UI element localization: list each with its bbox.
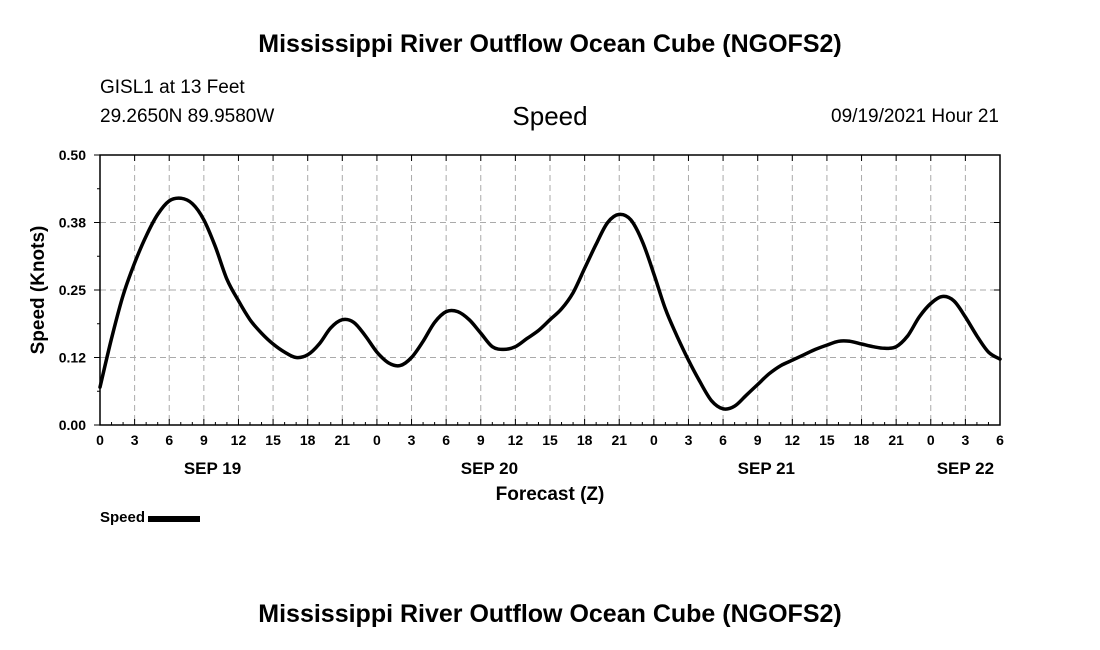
x-tick-label: 0 (927, 432, 935, 448)
x-tick-label: 18 (300, 432, 316, 448)
x-tick-label: 18 (577, 432, 593, 448)
footer-title: Mississippi River Outflow Ocean Cube (NG… (258, 600, 842, 628)
date-label: SEP 20 (461, 459, 518, 478)
date-label: SEP 21 (738, 459, 795, 478)
x-axis-label: Forecast (Z) (496, 484, 605, 505)
x-tick-label: 3 (685, 432, 693, 448)
x-tick-label: 0 (373, 432, 381, 448)
y-tick-label: 0.25 (59, 282, 86, 298)
variable-title: Speed (512, 101, 588, 131)
legend: Speed (100, 509, 201, 526)
x-tick-label: 3 (961, 432, 969, 448)
x-tick-label: 18 (854, 432, 870, 448)
x-tick-label: 6 (442, 432, 450, 448)
x-tick-label: 9 (477, 432, 485, 448)
x-tick-label: 3 (131, 432, 139, 448)
x-tick-label: 9 (200, 432, 208, 448)
x-tick-label: 12 (231, 432, 247, 448)
x-tick-label: 3 (408, 432, 416, 448)
x-tick-label: 15 (542, 432, 558, 448)
plot-frame (99, 154, 1001, 426)
y-axis-label: Speed (Knots) (28, 226, 49, 355)
date-label: SEP 22 (937, 459, 994, 478)
chart-title: Mississippi River Outflow Ocean Cube (NG… (258, 30, 842, 58)
coordinates-label: 29.2650N 89.9580W (100, 106, 275, 127)
y-tick-label: 0.50 (59, 147, 86, 163)
x-tick-label: 6 (996, 432, 1004, 448)
x-tick-label: 0 (650, 432, 658, 448)
legend-label: Speed (100, 509, 146, 526)
station-label: GISL1 at 13 Feet (100, 77, 245, 98)
x-tick-label: 6 (165, 432, 173, 448)
x-tick-label: 21 (611, 432, 627, 448)
y-tick-label: 0.00 (59, 417, 86, 433)
x-tick-label: 21 (335, 432, 351, 448)
speed-series-line (98, 196, 1002, 411)
x-tick-label: 12 (508, 432, 524, 448)
tick-labels: 0 3 6 9 12 15 18 21 0 3 6 9 12 15 18 21 0 3 6 9 12 15 18 21 0 3 6 0… (59, 147, 1004, 478)
x-tick-label: 21 (888, 432, 904, 448)
x-tick-label: 6 (719, 432, 727, 448)
x-tick-label: 0 (96, 432, 104, 448)
date-label: SEP 19 (184, 459, 241, 478)
y-tick-label: 0.12 (59, 350, 86, 366)
x-tick-label: 9 (754, 432, 762, 448)
x-tick-label: 15 (819, 432, 835, 448)
x-tick-label: 15 (265, 432, 281, 448)
y-tick-label: 0.38 (59, 215, 86, 231)
datetime-label: 09/19/2021 Hour 21 (831, 106, 999, 127)
legend-swatch (148, 516, 201, 522)
x-tick-label: 12 (785, 432, 801, 448)
grid (100, 155, 1000, 425)
